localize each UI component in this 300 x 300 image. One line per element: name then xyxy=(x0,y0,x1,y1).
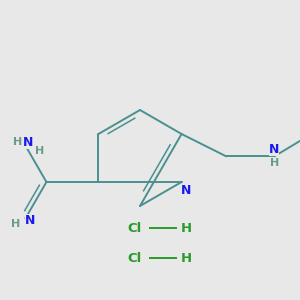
Text: N: N xyxy=(269,143,280,156)
Text: N: N xyxy=(23,136,34,149)
Text: N: N xyxy=(180,184,191,196)
Text: H: H xyxy=(180,221,192,235)
Text: Cl: Cl xyxy=(127,221,141,235)
Text: Cl: Cl xyxy=(127,251,141,265)
Text: H: H xyxy=(270,158,279,168)
Text: H: H xyxy=(13,136,22,147)
Text: H: H xyxy=(35,146,44,156)
Text: N: N xyxy=(25,214,36,227)
Text: H: H xyxy=(180,251,192,265)
Text: H: H xyxy=(11,219,20,230)
